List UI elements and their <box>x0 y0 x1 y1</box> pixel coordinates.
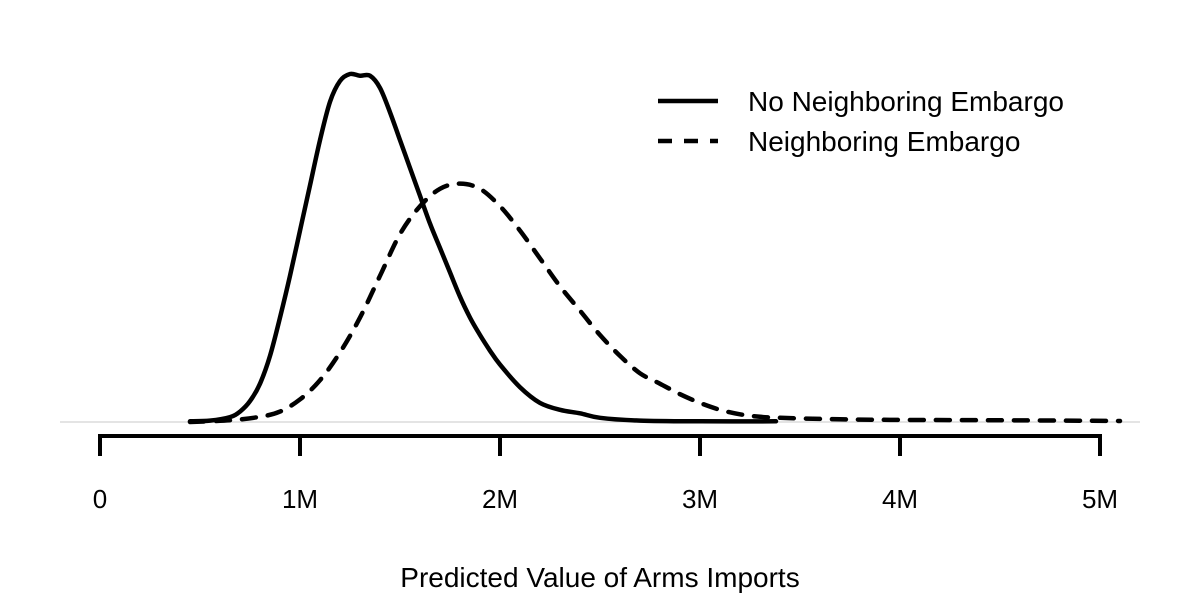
legend-label: No Neighboring Embargo <box>748 86 1064 117</box>
x-tick-label: 2M <box>482 484 518 514</box>
legend-label: Neighboring Embargo <box>748 126 1020 157</box>
x-tick-label: 5M <box>1082 484 1118 514</box>
x-tick-label: 4M <box>882 484 918 514</box>
x-tick-label: 1M <box>282 484 318 514</box>
series-layer <box>187 71 1123 425</box>
legend: No Neighboring Embargo Neighboring Embarg… <box>658 86 1064 157</box>
x-axis: 0 1M 2M 3M 4M 5M <box>93 434 1118 514</box>
series-line-neighboring-embargo <box>187 181 1123 425</box>
series-line-no-neighboring-embargo <box>187 71 779 424</box>
x-tick-label: 3M <box>682 484 718 514</box>
x-tick-label: 0 <box>93 484 107 514</box>
x-axis-title: Predicted Value of Arms Imports <box>400 562 799 593</box>
